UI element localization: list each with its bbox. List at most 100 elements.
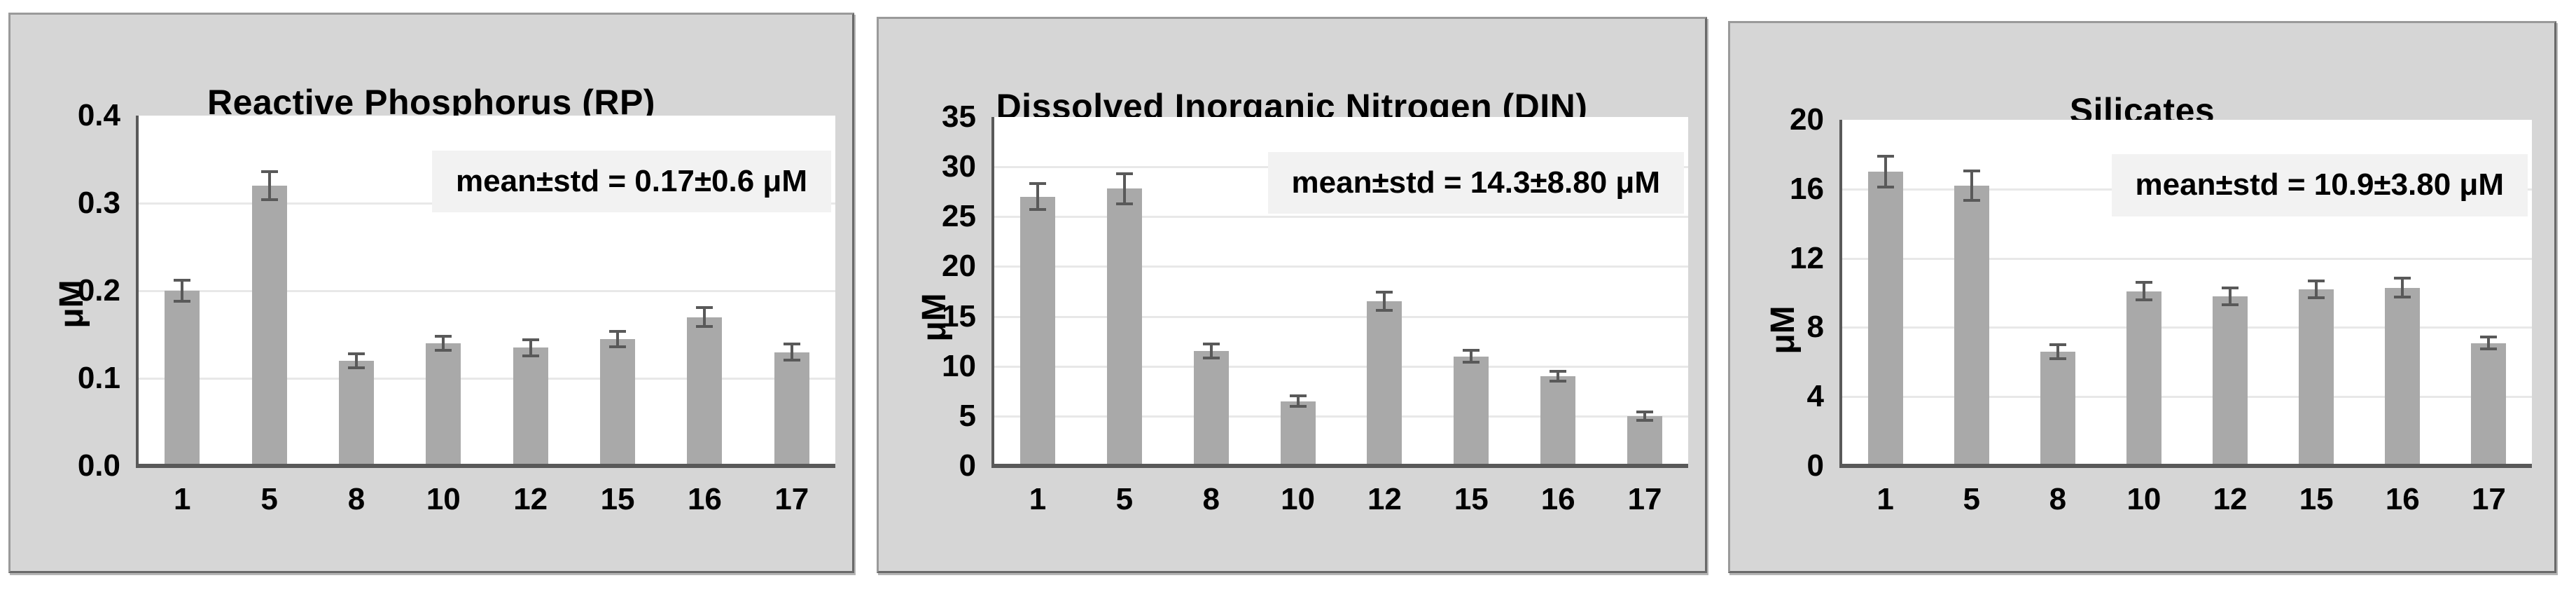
error-bar — [354, 354, 358, 368]
y-tick-label: 5 — [959, 398, 976, 433]
error-cap-bottom — [2222, 303, 2239, 307]
x-tick-label: 10 — [1281, 482, 1316, 516]
error-bar — [703, 307, 706, 327]
y-tick-label: 15 — [942, 298, 976, 333]
x-tick-label: 1 — [1029, 482, 1047, 516]
error-bar — [1557, 371, 1560, 382]
bar — [1106, 188, 1142, 466]
y-tick-label: 25 — [942, 199, 976, 234]
y-tick-label: 0 — [1806, 448, 1824, 483]
error-bar — [1122, 174, 1126, 204]
annotation-box: mean±std = 10.9±3.80 μM — [2111, 154, 2528, 216]
gridline — [994, 266, 1688, 268]
error-cap-bottom — [435, 349, 452, 352]
y-tick-label: 8 — [1806, 310, 1824, 345]
bar — [1280, 401, 1316, 466]
error-cap-top — [1115, 172, 1133, 176]
x-tick-label: 12 — [513, 482, 548, 516]
bar — [1954, 185, 1989, 466]
plot-area: mean±std = 10.9±3.80 μM 0 4 8 12 16 20 1 5 8 10 12… — [1790, 104, 2532, 515]
bar — [1540, 376, 1576, 466]
error-cap-top — [2394, 277, 2411, 280]
y-tick-label: 4 — [1806, 379, 1824, 414]
error-cap-top — [1463, 348, 1480, 352]
error-cap-top — [1636, 411, 1654, 414]
y-axis-line — [136, 116, 139, 466]
error-cap-top — [1029, 182, 1046, 186]
bar — [2385, 287, 2421, 466]
x-tick-label: 16 — [1540, 482, 1575, 516]
x-tick-label: 5 — [1963, 482, 1980, 516]
y-axis-line — [991, 117, 994, 466]
x-tick-label: 15 — [1454, 482, 1489, 516]
gridline — [139, 290, 835, 292]
x-axis-line — [1839, 464, 2532, 468]
x-tick-label: 8 — [1202, 482, 1220, 516]
x-tick-label: 17 — [774, 482, 809, 516]
error-cap-top — [2135, 281, 2152, 284]
x-tick-label: 12 — [1367, 482, 1402, 516]
error-cap-bottom — [1029, 208, 1046, 212]
error-cap-top — [435, 335, 452, 338]
error-cap-bottom — [609, 345, 627, 348]
bar — [1867, 172, 1903, 466]
error-cap-bottom — [2135, 298, 2152, 301]
error-cap-bottom — [2480, 347, 2498, 351]
error-cap-top — [1963, 169, 1980, 172]
error-bar — [2229, 287, 2232, 305]
x-tick-label: 15 — [600, 482, 635, 516]
bar — [426, 343, 461, 466]
y-tick-label: 10 — [942, 348, 976, 383]
error-cap-bottom — [1963, 198, 1980, 202]
error-bar — [1296, 396, 1300, 406]
x-tick-label: 17 — [2471, 482, 2506, 516]
x-tick-label: 1 — [173, 482, 191, 516]
error-cap-top — [2222, 286, 2239, 289]
error-cap-top — [2480, 335, 2498, 338]
bar — [513, 347, 548, 466]
y-tick-label: 0.0 — [77, 448, 120, 483]
error-cap-bottom — [1376, 309, 1393, 312]
error-cap-bottom — [1636, 418, 1654, 422]
bar — [251, 186, 287, 466]
y-tick-label: 0.2 — [77, 273, 120, 308]
error-cap-top — [522, 338, 539, 341]
error-cap-top — [174, 279, 191, 282]
x-tick-label: 10 — [426, 482, 461, 516]
bar — [2126, 291, 2161, 466]
x-tick-label: 5 — [1115, 482, 1134, 516]
error-bar — [1383, 292, 1386, 311]
error-bar — [442, 336, 445, 350]
error-cap-bottom — [347, 366, 365, 369]
gridline — [1842, 257, 2532, 260]
error-bar — [1209, 344, 1213, 359]
bar — [774, 352, 809, 466]
y-axis-line — [1839, 120, 1842, 466]
error-cap-bottom — [1550, 380, 1567, 383]
error-bar — [2315, 280, 2318, 298]
gridline — [139, 378, 835, 380]
error-cap-bottom — [1289, 404, 1307, 408]
error-cap-top — [260, 170, 278, 173]
error-bar — [2401, 278, 2404, 298]
error-cap-bottom — [1115, 202, 1133, 205]
x-tick-label: 16 — [2385, 482, 2420, 516]
error-cap-top — [347, 352, 365, 355]
error-cap-bottom — [1463, 361, 1480, 364]
error-cap-bottom — [2308, 296, 2325, 300]
x-axis-line — [136, 464, 835, 468]
error-cap-bottom — [1877, 186, 1894, 189]
plot-area: mean±std = 14.3±8.80 μM 0 5 10 15 20 25 30 35 1 5… — [942, 102, 1688, 515]
chart-panel-reactive-phosphorus: Reactive Phosphorus (RP) μM mean±std = 0… — [8, 13, 854, 573]
error-cap-bottom — [1202, 357, 1220, 360]
bar — [600, 338, 636, 466]
error-cap-top — [1376, 291, 1393, 294]
y-tick-label: 12 — [1790, 240, 1824, 275]
gridline — [1842, 326, 2532, 329]
error-cap-top — [1550, 369, 1567, 373]
y-tick-label: 16 — [1790, 171, 1824, 206]
error-cap-bottom — [174, 300, 191, 303]
error-cap-top — [2308, 279, 2325, 282]
y-tick-label: 0.4 — [77, 98, 120, 132]
